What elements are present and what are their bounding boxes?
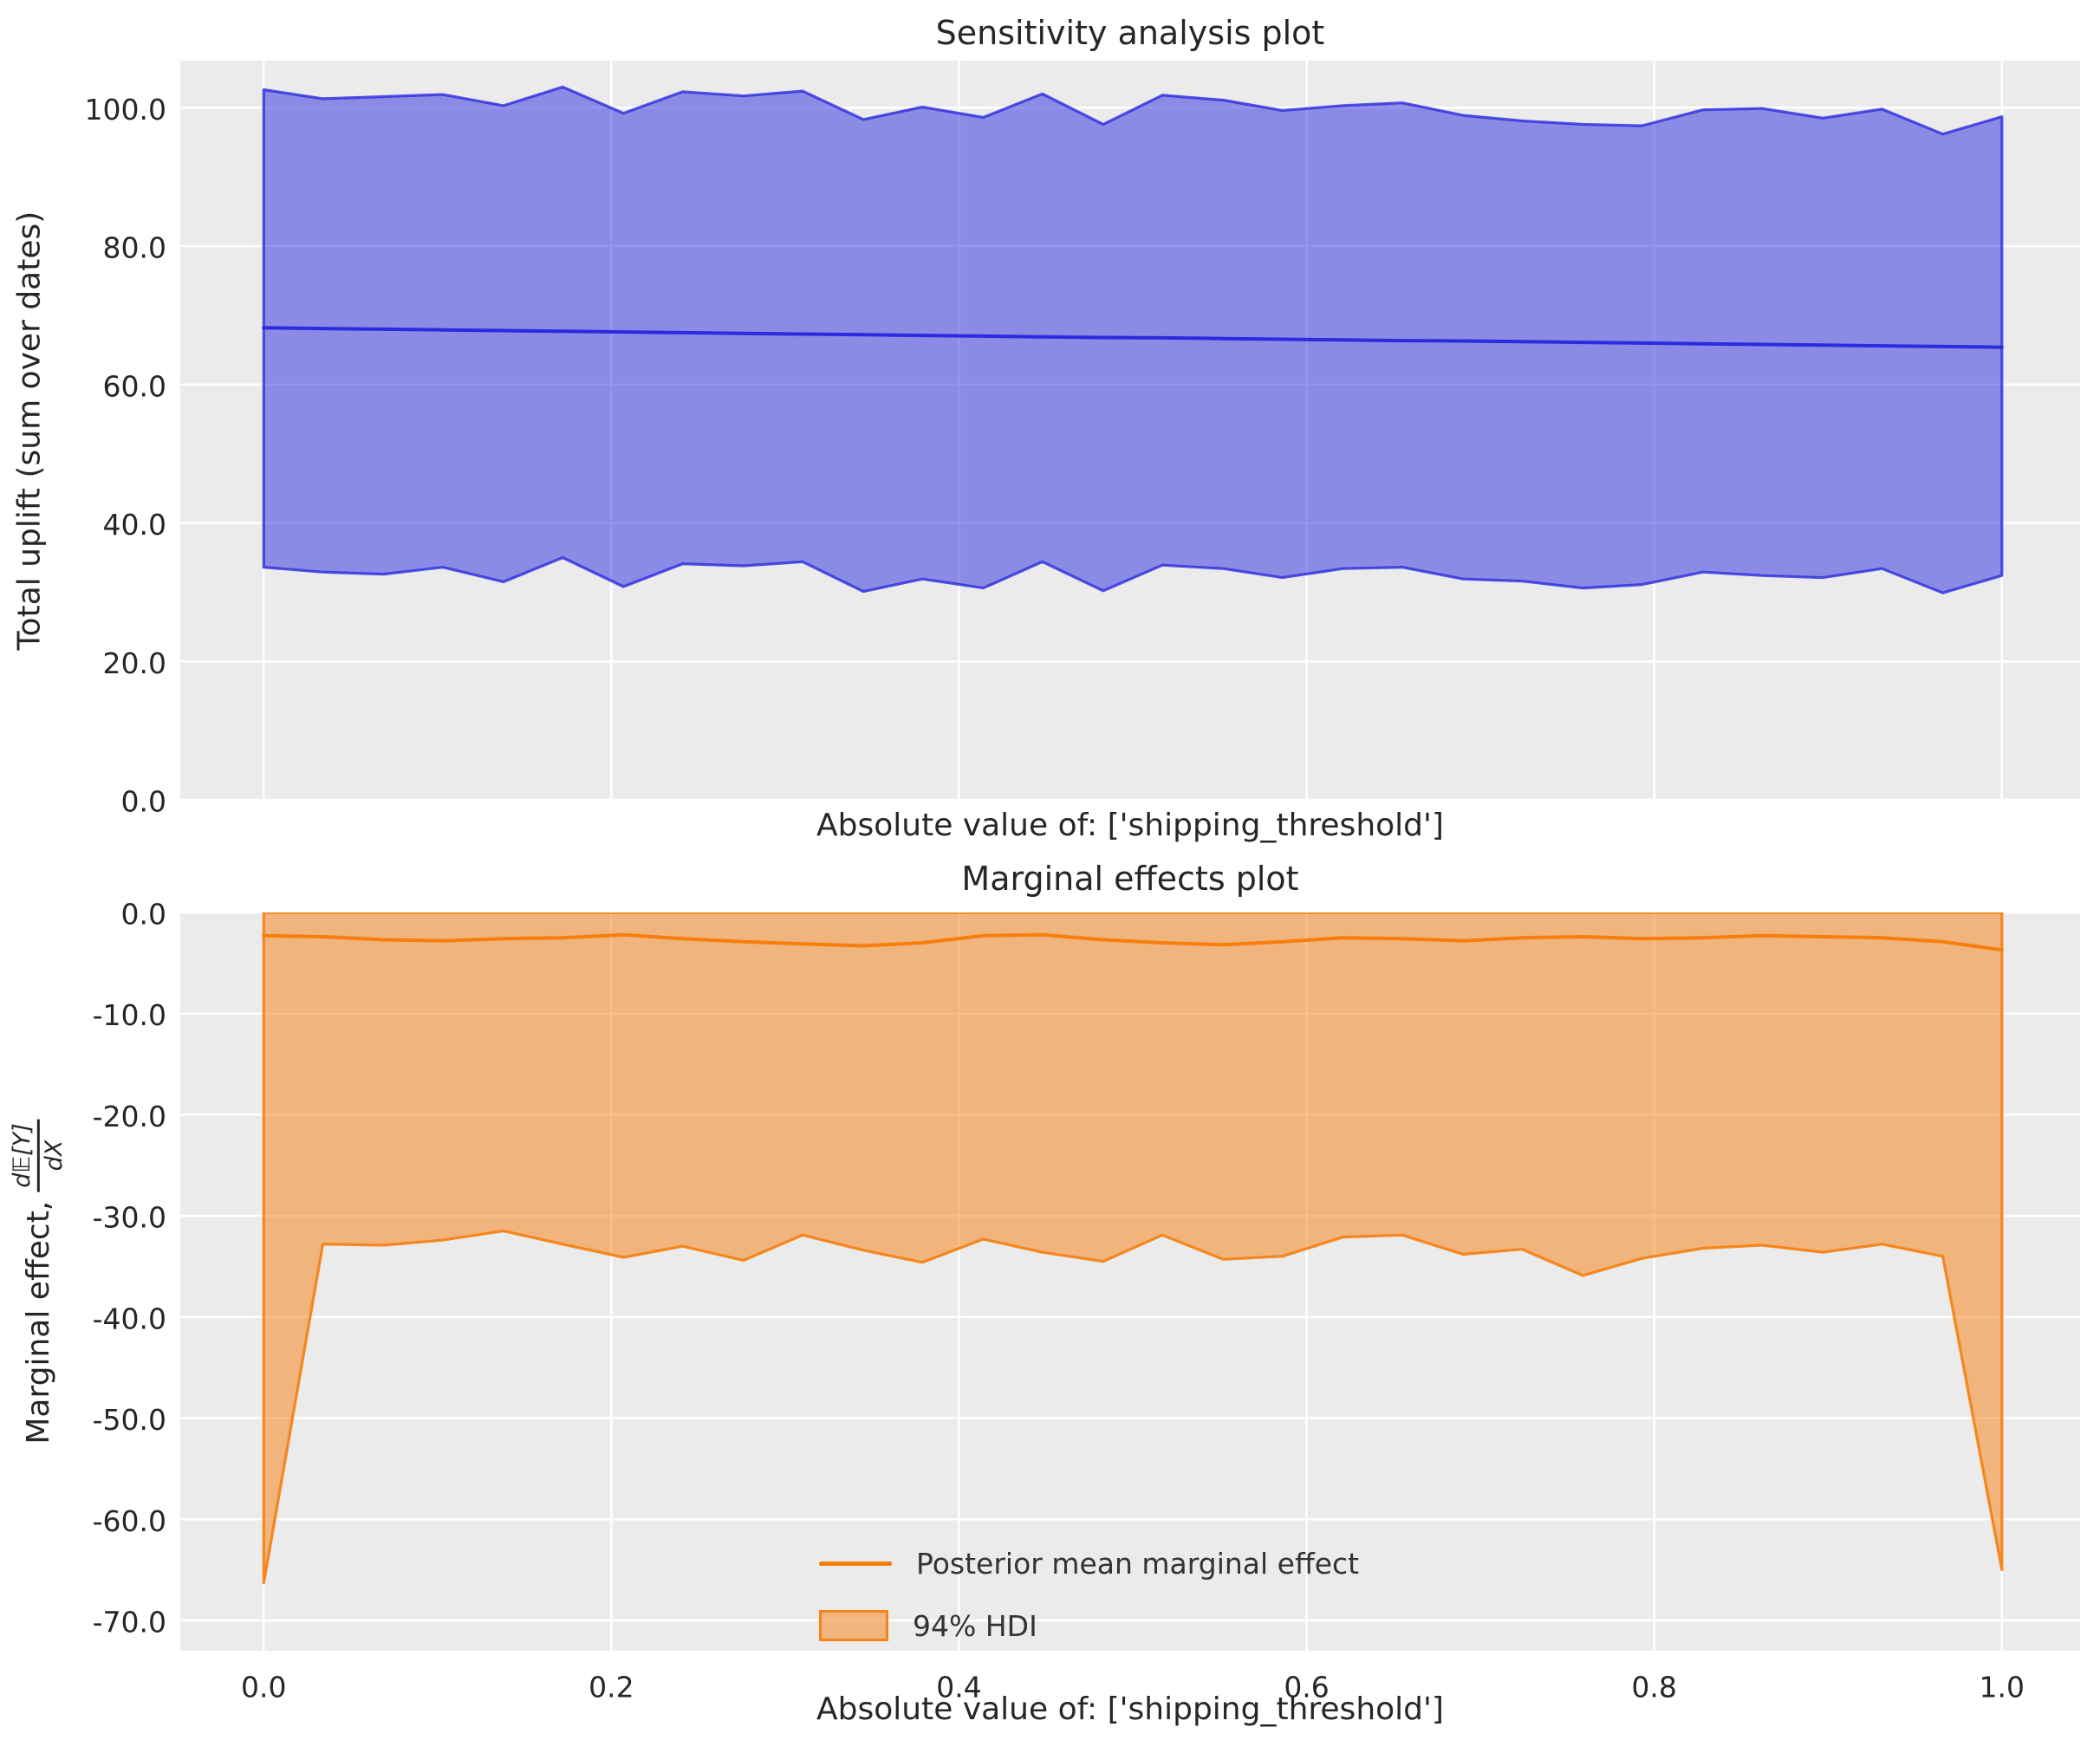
marginal-xaxis-label: Absolute value of: ['shipping_threshold'… (816, 1691, 1444, 1727)
marginal-yaxis-fraction: d𝔼[Y] dX (9, 1119, 68, 1192)
marginal-yaxis-label: Marginal effect, d𝔼[Y] dX (9, 1119, 68, 1445)
x-tick-label: 0.4 (936, 1671, 981, 1704)
sensitivity-plot-title: Sensitivity analysis plot (935, 14, 1325, 52)
legend-patch-swatch (819, 1610, 888, 1641)
y-tick-label: 60.0 (103, 369, 166, 403)
hdi-band (262, 912, 2004, 1585)
x-tick-label: 0.8 (1631, 1671, 1676, 1704)
y-tick-label: -20.0 (93, 1100, 166, 1133)
y-tick-label: -40.0 (93, 1302, 166, 1335)
y-tick-label: 80.0 (103, 231, 166, 265)
legend-line-swatch (819, 1561, 892, 1566)
x-tick-label: 0.2 (588, 1671, 634, 1704)
legend: Posterior mean marginal effect 94% HDI (819, 1544, 1359, 1645)
legend-item-hdi: 94% HDI (819, 1607, 1359, 1645)
posterior-mean-line (262, 932, 2004, 952)
sensitivity-plot: 0.0 20.0 40.0 60.0 80.0 100.0 (85, 61, 2080, 819)
x-tick-label: 0.0 (241, 1671, 286, 1704)
x-tick-label: 0.6 (1284, 1671, 1329, 1704)
y-tick-label: 0.0 (121, 898, 166, 932)
marginal-plot-title: Marginal effects plot (961, 860, 1299, 898)
fraction-numerator: d𝔼[Y] (9, 1119, 40, 1192)
marginal-effects-plot: 0.0 -10.0 -20.0 -30.0 -40.0 -50.0 -60.0 -70.0 0.… (93, 898, 2080, 1704)
y-tick-label: -30.0 (93, 1201, 166, 1235)
posterior-mean-line (262, 326, 2004, 349)
y-tick-label: -70.0 (93, 1605, 166, 1639)
sensitivity-yaxis-label: Total uplift (sum over dates) (12, 211, 48, 651)
hdi-band (262, 85, 2004, 594)
legend-label-posterior-mean: Posterior mean marginal effect (916, 1546, 1360, 1581)
y-tick-label: -10.0 (93, 998, 166, 1032)
sensitivity-yaxis-label-text: Total uplift (sum over dates) (11, 211, 48, 651)
legend-item-posterior-mean: Posterior mean marginal effect (819, 1544, 1359, 1582)
sensitivity-xaxis-label: Absolute value of: ['shipping_threshold'… (816, 808, 1444, 843)
marginal-yaxis-label-prefix: Marginal effect, (20, 1200, 56, 1445)
y-tick-label: -50.0 (93, 1403, 166, 1437)
y-tick-label: 0.0 (121, 785, 166, 819)
y-tick-label: 20.0 (103, 646, 166, 680)
y-tick-label: 100.0 (85, 93, 166, 127)
y-tick-label: 40.0 (103, 508, 166, 542)
legend-label-hdi: 94% HDI (913, 1608, 1037, 1643)
x-tick-label: 1.0 (1980, 1671, 2025, 1704)
fraction-denominator: dX (40, 1139, 68, 1172)
y-tick-label: -60.0 (93, 1504, 166, 1538)
